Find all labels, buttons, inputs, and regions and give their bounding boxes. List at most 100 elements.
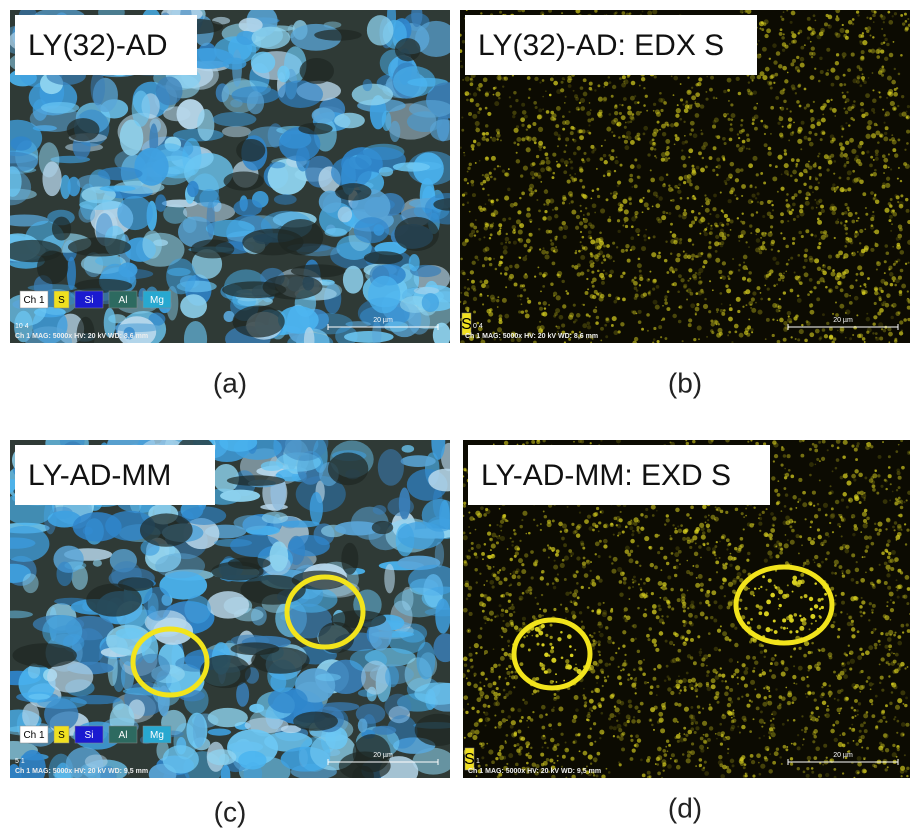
- signal-dot: [617, 181, 621, 185]
- signal-dot: [715, 135, 717, 137]
- signal-dot: [596, 253, 600, 257]
- signal-dot: [686, 100, 688, 102]
- signal-dot: [691, 171, 696, 176]
- signal-dot: [611, 131, 613, 133]
- signal-dot: [884, 122, 886, 124]
- signal-dot: [670, 231, 672, 233]
- signal-dot: [795, 338, 797, 340]
- signal-dot: [810, 32, 814, 36]
- signal-dot: [579, 221, 583, 225]
- signal-dot: [684, 108, 689, 113]
- signal-dot: [597, 195, 600, 198]
- signal-dot: [798, 647, 801, 650]
- signal-dot: [804, 106, 807, 109]
- signal-dot: [870, 156, 873, 159]
- signal-dot: [469, 612, 473, 616]
- signal-dot: [521, 310, 524, 313]
- signal-dot: [644, 536, 649, 541]
- signal-dot: [759, 719, 764, 724]
- signal-dot: [771, 200, 773, 202]
- signal-dot: [495, 268, 498, 271]
- signal-dot: [656, 112, 661, 117]
- signal-dot: [708, 578, 711, 581]
- signal-dot: [475, 162, 477, 164]
- signal-dot: [893, 41, 895, 43]
- signal-dot: [466, 677, 468, 679]
- signal-dot: [862, 192, 866, 196]
- signal-dot: [876, 261, 881, 266]
- signal-dot: [647, 638, 650, 641]
- signal-dot: [580, 241, 582, 243]
- signal-dot: [470, 78, 473, 81]
- signal-dot: [687, 174, 692, 179]
- signal-dot: [692, 605, 696, 609]
- signal-dot: [664, 295, 667, 298]
- signal-dot: [777, 320, 779, 322]
- signal-dot: [767, 200, 771, 204]
- particle: [278, 80, 323, 108]
- signal-dot: [716, 311, 718, 313]
- signal-dot: [695, 92, 700, 97]
- signal-dot: [573, 90, 575, 92]
- signal-dot: [488, 257, 492, 261]
- signal-dot: [662, 305, 664, 307]
- signal-dot: [670, 659, 674, 663]
- signal-dot: [768, 298, 771, 301]
- signal-dot: [562, 128, 565, 131]
- signal-dot: [763, 687, 765, 689]
- signal-dot: [608, 255, 612, 259]
- signal-dot: [588, 315, 590, 317]
- signal-dot: [527, 300, 531, 304]
- signal-dot: [891, 134, 893, 136]
- signal-dot: [491, 137, 496, 142]
- signal-dot: [710, 319, 713, 322]
- signal-dot: [577, 129, 581, 133]
- signal-dot: [841, 212, 844, 215]
- signal-dot: [687, 280, 689, 282]
- signal-dot: [694, 685, 697, 688]
- signal-dot: [567, 506, 569, 508]
- signal-dot: [648, 237, 651, 240]
- signal-dot: [678, 183, 681, 186]
- signal-dot: [461, 116, 463, 118]
- signal-dot: [831, 341, 834, 344]
- signal-dot: [877, 521, 882, 526]
- signal-dot: [616, 123, 619, 126]
- signal-dot: [778, 305, 782, 309]
- signal-dot: [696, 577, 698, 579]
- signal-dot: [499, 11, 502, 14]
- signal-dot: [661, 615, 663, 617]
- signal-dot: [479, 573, 481, 575]
- signal-dot: [846, 206, 849, 209]
- signal-dot: [783, 291, 786, 294]
- signal-dot: [652, 206, 654, 208]
- signal-dot: [691, 104, 693, 106]
- signal-dot: [618, 207, 623, 212]
- signal-dot: [830, 68, 835, 73]
- signal-dot: [777, 340, 781, 344]
- signal-dot: [844, 203, 847, 206]
- signal-dot: [603, 270, 605, 272]
- signal-dot: [534, 141, 537, 144]
- signal-dot: [615, 715, 617, 717]
- signal-dot: [541, 763, 544, 766]
- signal-dot: [849, 337, 852, 340]
- signal-dot: [760, 586, 762, 588]
- signal-dot: [488, 312, 493, 317]
- gap: [298, 123, 332, 135]
- signal-dot: [467, 171, 469, 173]
- signal-dot: [496, 687, 499, 690]
- signal-dot: [573, 139, 576, 142]
- signal-dot: [724, 636, 729, 641]
- signal-dot: [825, 773, 829, 777]
- signal-dot: [861, 600, 865, 604]
- signal-dot: [631, 310, 634, 313]
- signal-dot: [508, 645, 510, 647]
- signal-dot: [690, 506, 694, 510]
- signal-dot: [904, 28, 908, 32]
- signal-dot: [816, 458, 819, 461]
- signal-dot: [778, 278, 781, 281]
- signal-dot: [661, 215, 666, 220]
- signal-dot: [712, 289, 714, 291]
- signal-dot: [571, 757, 575, 761]
